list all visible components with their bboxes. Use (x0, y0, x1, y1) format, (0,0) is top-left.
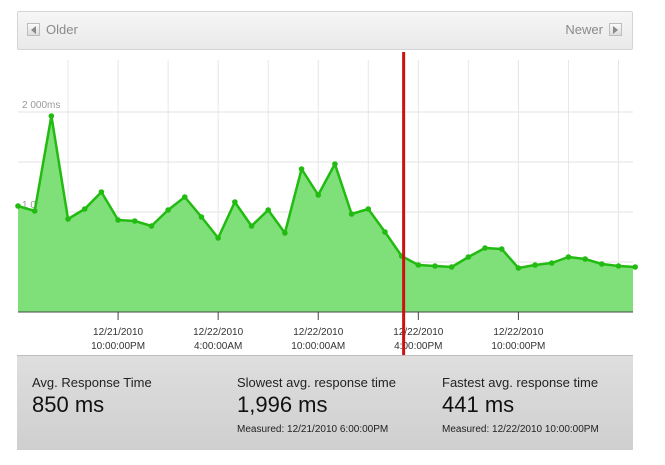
navigation-bar: Older Newer (17, 11, 633, 50)
x-tick-time-label: 4:00:00PM (394, 341, 442, 352)
fastest-response-value: 441 ms (442, 392, 515, 417)
older-label: Older (46, 22, 78, 37)
newer-label: Newer (565, 22, 603, 37)
data-point (65, 216, 71, 222)
data-point (632, 264, 638, 270)
older-button[interactable]: Older (27, 22, 78, 37)
data-point (615, 263, 622, 269)
x-tick-date-label: 12/22/2010 (293, 327, 343, 338)
x-tick-date-label: 12/22/2010 (493, 327, 543, 338)
data-point (48, 113, 55, 119)
data-point (465, 254, 472, 260)
data-point (115, 217, 121, 223)
data-point (265, 207, 272, 213)
x-tick-time-label: 10:00:00PM (91, 341, 145, 352)
data-point (482, 245, 488, 251)
arrow-right-icon (609, 23, 622, 36)
y-tick-label: 2 000ms (22, 100, 60, 111)
slowest-response-value: 1,996 ms (237, 392, 328, 417)
data-point (298, 166, 305, 172)
avg-response-stat: Avg. Response Time 850 ms (32, 375, 152, 418)
data-point (548, 260, 555, 266)
stats-panel: Avg. Response Time 850 ms Slowest avg. r… (17, 355, 633, 450)
data-point (448, 264, 455, 270)
x-tick-date-label: 12/22/2010 (393, 327, 443, 338)
data-point (198, 214, 205, 220)
x-tick-time-label: 10:00:00PM (491, 341, 545, 352)
data-point (565, 254, 572, 260)
data-point (31, 208, 38, 214)
data-point (282, 230, 288, 236)
data-point (248, 223, 255, 229)
series-points (15, 113, 638, 271)
data-point (582, 256, 588, 262)
slowest-response-stat: Slowest avg. response time 1,996 ms Meas… (237, 375, 396, 435)
slowest-response-title: Slowest avg. response time (237, 375, 396, 390)
x-tick-date-label: 12/21/2010 (93, 327, 143, 338)
data-point (182, 194, 188, 200)
series-area (18, 116, 636, 312)
data-point (215, 235, 221, 241)
data-point (532, 262, 538, 268)
fastest-response-title: Fastest avg. response time (442, 375, 599, 390)
data-point (15, 203, 21, 209)
data-point (498, 246, 505, 252)
avg-response-title: Avg. Response Time (32, 375, 152, 390)
arrow-left-icon (27, 23, 40, 36)
x-tick-date-label: 12/22/2010 (193, 327, 243, 338)
slowest-measured: Measured: 12/21/2010 6:00:00PM (237, 424, 389, 435)
data-point (98, 189, 105, 195)
data-point (148, 223, 155, 229)
data-point (365, 206, 372, 212)
x-tick-time-label: 4:00:00AM (194, 341, 242, 352)
data-point (599, 261, 605, 267)
data-point (81, 206, 88, 212)
data-point (432, 263, 438, 269)
data-point (515, 265, 522, 271)
data-point (382, 229, 388, 235)
fastest-measured: Measured: 12/22/2010 10:00:00PM (442, 424, 599, 435)
x-axis-ticks: 12/21/2010 10:00:00PM 12/22/2010 4:00:00AM 1… (91, 312, 545, 352)
newer-button[interactable]: Newer (565, 22, 622, 37)
data-point (415, 262, 422, 268)
data-point (315, 192, 322, 198)
data-point (232, 199, 238, 205)
fastest-response-stat: Fastest avg. response time 441 ms Measur… (442, 375, 599, 435)
data-point (165, 207, 171, 213)
avg-response-value: 850 ms (32, 392, 105, 417)
data-point (131, 218, 138, 224)
x-tick-time-label: 10:00:00AM (291, 341, 345, 352)
data-point (332, 161, 338, 167)
data-point (348, 211, 355, 217)
